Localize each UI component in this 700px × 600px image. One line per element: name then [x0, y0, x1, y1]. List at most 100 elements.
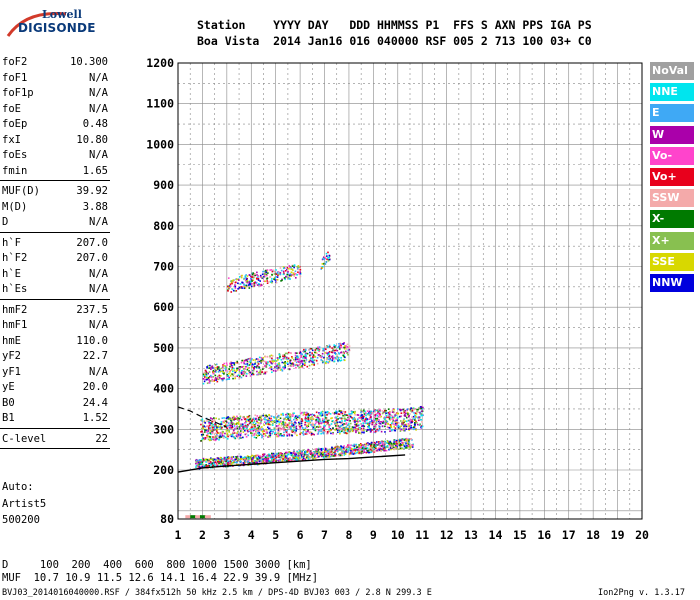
trace-point: [299, 452, 302, 455]
trace-point: [234, 423, 237, 425]
trace-point: [389, 444, 391, 447]
trace-point: [296, 416, 299, 419]
trace-point: [257, 275, 260, 277]
trace-point: [206, 366, 208, 369]
trace-point: [223, 421, 225, 424]
trace-point: [303, 348, 305, 351]
trace-point: [255, 358, 258, 360]
trace-point: [305, 352, 307, 355]
trace-point: [297, 268, 300, 271]
trace-point: [282, 427, 284, 430]
trace-point: [287, 351, 290, 354]
trace-point: [203, 459, 206, 462]
trace-point: [409, 409, 412, 412]
trace-point: [242, 372, 245, 375]
trace-point: [350, 427, 352, 430]
trace-point: [318, 451, 321, 454]
trace-point: [307, 425, 310, 428]
trace-point: [325, 418, 328, 421]
trace-point: [268, 435, 270, 438]
trace-point: [386, 439, 389, 442]
trace-point: [229, 418, 232, 421]
trace-point: [245, 276, 247, 279]
trace-point: [225, 378, 228, 381]
trace-point: [323, 422, 326, 424]
trace-point: [245, 421, 247, 424]
trace-point: [290, 452, 292, 454]
trace-point: [332, 348, 335, 351]
trace-point: [252, 276, 255, 279]
trace-point: [209, 430, 212, 432]
trace-point: [320, 422, 322, 425]
trace-point: [210, 439, 212, 441]
trace-point: [217, 457, 220, 460]
trace-point: [344, 420, 346, 422]
trace-point: [238, 366, 241, 368]
trace-point: [289, 427, 292, 430]
trace-point: [240, 372, 243, 374]
trace-point: [248, 457, 251, 459]
trace-point: [392, 410, 395, 413]
trace-point: [246, 416, 249, 418]
trace-point: [203, 420, 206, 423]
trace-point: [275, 433, 278, 436]
trace-point: [360, 414, 363, 417]
trace-point: [240, 437, 242, 439]
trace-point: [243, 417, 245, 420]
trace-point: [338, 410, 341, 412]
trace-point: [348, 345, 351, 347]
trace-point: [264, 271, 266, 273]
trace-point: [277, 431, 280, 433]
trace-point: [214, 377, 217, 379]
trace-point: [219, 434, 222, 437]
trace-point: [374, 413, 377, 416]
trace-point: [335, 448, 338, 451]
trace-point: [318, 354, 320, 356]
trace-point: [246, 363, 249, 365]
trace-point: [304, 362, 306, 365]
footer-muf-row: MUF 10.7 10.9 11.5 12.6 14.1 16.4 22.9 3…: [2, 572, 319, 584]
trace-point: [291, 356, 293, 358]
trace-point: [354, 413, 356, 416]
trace-point: [336, 354, 338, 356]
trace-point: [276, 276, 279, 278]
trace-point: [373, 451, 376, 453]
trace-point: [320, 455, 323, 458]
trace-point: [207, 435, 209, 438]
trace-point: [308, 455, 311, 458]
trace-point: [244, 275, 247, 278]
trace-point: [201, 458, 204, 461]
trace-point: [245, 274, 247, 276]
trace-point: [350, 413, 352, 415]
trace-point: [253, 432, 256, 435]
trace-point: [214, 423, 216, 426]
trace-point: [310, 419, 313, 422]
trace-point: [339, 454, 342, 456]
trace-point: [205, 375, 208, 377]
trace-point: [282, 417, 285, 420]
trace-point: [299, 457, 301, 459]
trace-point: [289, 413, 291, 415]
trace-point: [238, 417, 241, 420]
trace-point: [233, 425, 236, 427]
trace-point: [359, 427, 361, 429]
trace-point: [244, 429, 246, 432]
trace-point: [262, 357, 264, 359]
trace-point: [209, 436, 212, 438]
trace-point: [359, 443, 362, 445]
trace-point: [233, 459, 235, 462]
trace-point: [228, 372, 230, 375]
trace-point: [328, 426, 331, 428]
trace-point: [355, 428, 357, 431]
trace-point: [313, 452, 316, 455]
trace-point: [294, 415, 297, 418]
trace-point: [277, 424, 280, 427]
trace-point: [404, 424, 406, 426]
trace-point: [222, 464, 224, 467]
trace-point: [297, 452, 300, 454]
trace-point: [289, 359, 292, 362]
trace-point: [293, 451, 296, 454]
trace-point: [356, 418, 359, 420]
trace-point: [406, 425, 409, 428]
trace-point: [330, 432, 332, 435]
